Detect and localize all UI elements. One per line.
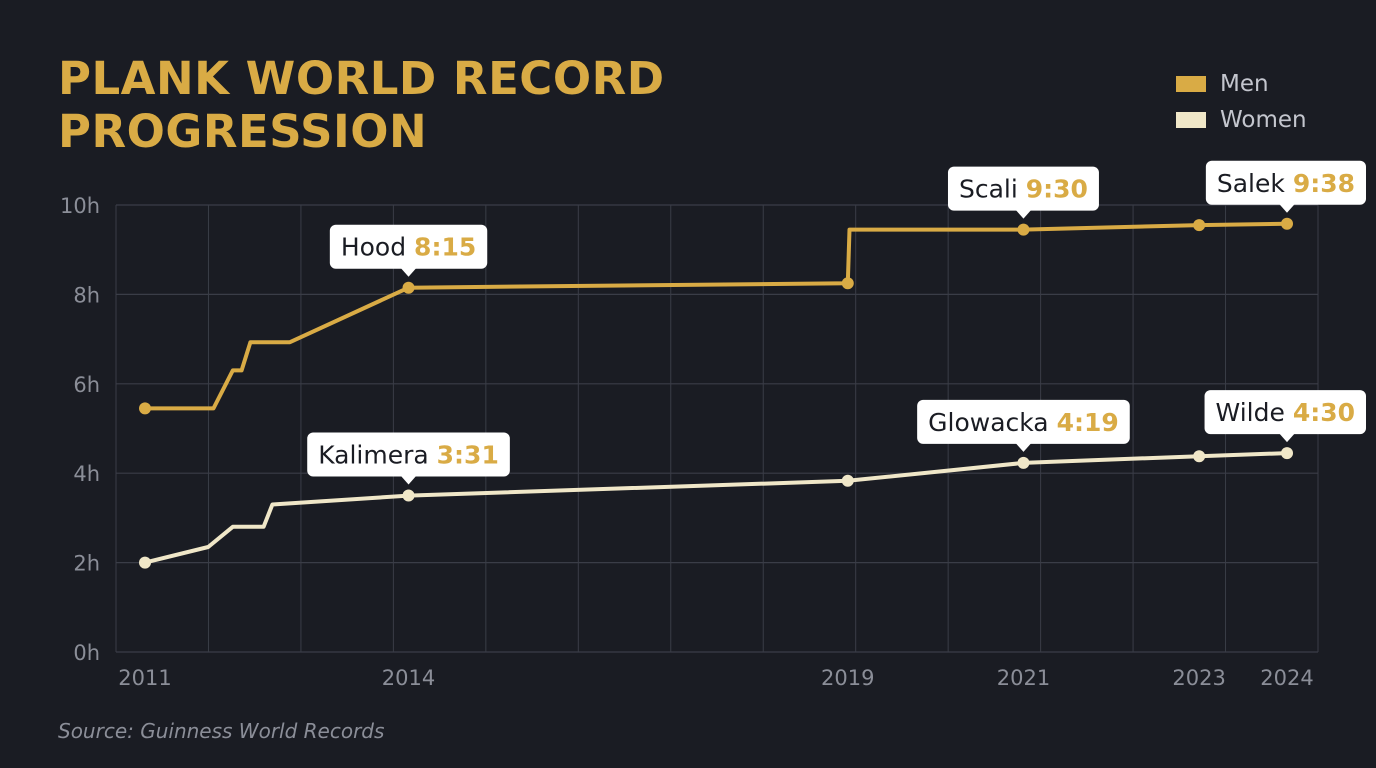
callout-label-kalimera: Kalimera 3:31 xyxy=(318,441,499,470)
callout-pointer-hood xyxy=(400,267,417,277)
series-line-men xyxy=(143,221,1289,411)
callout-label-scali: Scali 9:30 xyxy=(959,175,1088,204)
data-point-women xyxy=(841,474,854,487)
callout-pointer-kalimera xyxy=(400,475,417,485)
callout-label-hood: Hood 8:15 xyxy=(341,233,476,262)
callout-time-hood: 8:15 xyxy=(414,233,476,262)
callout-box-salek xyxy=(1205,160,1366,205)
callout-kalimera: Kalimera 3:31 xyxy=(307,432,510,485)
callout-name-wilde: Wilde xyxy=(1216,398,1293,427)
x-tick-label-2024: 2024 xyxy=(1260,666,1313,690)
data-point-men xyxy=(1281,217,1293,230)
legend-swatch-women xyxy=(1176,112,1206,128)
callout-pointer-scali xyxy=(1015,209,1032,219)
callout-box-hood xyxy=(329,224,488,269)
data-point-men xyxy=(1193,219,1206,232)
callout-label-glowacka: Glowacka 4:19 xyxy=(928,408,1119,437)
callout-pointer-wilde xyxy=(1279,433,1295,443)
data-point-women xyxy=(1193,450,1206,463)
callout-name-hood: Hood xyxy=(341,233,414,262)
grid-vertical xyxy=(115,205,1319,652)
callout-time-salek: 9:38 xyxy=(1293,169,1355,198)
callout-box-scali xyxy=(947,166,1099,211)
callout-salek: Salek 9:38 xyxy=(1205,160,1366,213)
callout-label-salek: Salek 9:38 xyxy=(1217,169,1355,198)
chart-title: PLANK WORLD RECORD PROGRESSION xyxy=(58,52,665,158)
callout-name-glowacka: Glowacka xyxy=(928,408,1056,437)
callout-time-glowacka: 4:19 xyxy=(1057,408,1119,437)
callout-name-scali: Scali xyxy=(959,175,1026,204)
x-tick-label-2014: 2014 xyxy=(382,666,435,690)
legend-label-men: Men xyxy=(1220,71,1269,97)
callout-name-kalimera: Kalimera xyxy=(318,441,436,470)
callout-box-kalimera xyxy=(307,432,510,477)
y-tick-label-8h: 8h xyxy=(73,283,100,307)
data-point-women xyxy=(1017,456,1030,469)
data-point-men xyxy=(841,277,854,290)
data-point-men xyxy=(139,402,151,415)
data-point-women xyxy=(1281,447,1293,460)
callout-pointer-glowacka xyxy=(1015,442,1032,452)
y-tick-label-0h: 0h xyxy=(73,641,100,665)
y-tick-label-10h: 10h xyxy=(60,194,100,218)
legend-item-women: Women xyxy=(1176,102,1307,138)
callout-box-wilde xyxy=(1204,390,1366,435)
source-note: Source: Guinness World Records xyxy=(58,719,385,743)
x-tick-label-2011: 2011 xyxy=(118,666,171,690)
x-tick-label-2021: 2021 xyxy=(997,666,1050,690)
callout-name-salek: Salek xyxy=(1217,169,1293,198)
data-point-women xyxy=(402,489,415,502)
legend-item-men: Men xyxy=(1176,66,1307,102)
data-point-women xyxy=(139,556,151,569)
callout-wilde: Wilde 4:30 xyxy=(1204,390,1366,443)
callout-box-glowacka xyxy=(917,399,1130,444)
x-tick-label-2023: 2023 xyxy=(1172,666,1225,690)
callout-time-kalimera: 3:31 xyxy=(437,441,499,470)
y-tick-label-4h: 4h xyxy=(73,462,100,486)
callout-pointer-salek xyxy=(1279,203,1295,213)
y-tick-label-2h: 2h xyxy=(73,552,100,576)
grid-horizontal xyxy=(116,204,1318,653)
callout-label-wilde: Wilde 4:30 xyxy=(1216,398,1355,427)
callout-glowacka: Glowacka 4:19 xyxy=(917,399,1130,452)
data-point-men xyxy=(402,281,415,294)
legend-swatch-men xyxy=(1176,76,1206,92)
x-tick-label-2019: 2019 xyxy=(821,666,874,690)
callout-hood: Hood 8:15 xyxy=(329,224,488,277)
callout-time-scali: 9:30 xyxy=(1026,175,1088,204)
y-tick-label-6h: 6h xyxy=(73,373,100,397)
legend-label-women: Women xyxy=(1220,107,1307,133)
data-point-men xyxy=(1017,223,1030,236)
legend: Men Women xyxy=(1176,66,1307,138)
callout-scali: Scali 9:30 xyxy=(947,166,1099,219)
callout-time-wilde: 4:30 xyxy=(1293,398,1355,427)
series-line-women xyxy=(143,451,1289,565)
